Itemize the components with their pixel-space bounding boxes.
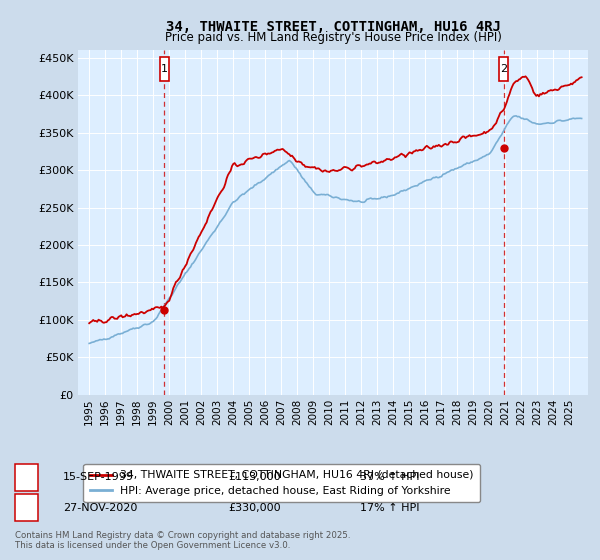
Text: £113,000: £113,000 [228, 472, 281, 482]
Text: 15-SEP-1999: 15-SEP-1999 [63, 472, 134, 482]
Text: 2: 2 [500, 64, 507, 74]
Text: 1: 1 [23, 472, 30, 482]
Bar [160, 57, 169, 81]
Text: 2: 2 [23, 503, 30, 513]
Text: 17% ↑ HPI: 17% ↑ HPI [360, 503, 419, 513]
Text: 27-NOV-2020: 27-NOV-2020 [63, 503, 137, 513]
Text: Price paid vs. HM Land Registry's House Price Index (HPI): Price paid vs. HM Land Registry's House … [164, 31, 502, 44]
Text: 34, THWAITE STREET, COTTINGHAM, HU16 4RJ: 34, THWAITE STREET, COTTINGHAM, HU16 4RJ [166, 20, 500, 34]
Text: 37% ↑ HPI: 37% ↑ HPI [360, 472, 419, 482]
Text: Contains HM Land Registry data © Crown copyright and database right 2025.
This d: Contains HM Land Registry data © Crown c… [15, 530, 350, 550]
Text: £330,000: £330,000 [228, 503, 281, 513]
Text: 1: 1 [161, 64, 168, 74]
Legend: 34, THWAITE STREET, COTTINGHAM, HU16 4RJ (detached house), HPI: Average price, d: 34, THWAITE STREET, COTTINGHAM, HU16 4RJ… [83, 464, 480, 502]
Bar [499, 57, 508, 81]
